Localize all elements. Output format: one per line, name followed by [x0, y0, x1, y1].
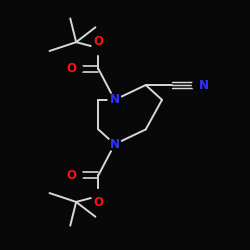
Text: N: N [199, 78, 209, 92]
Circle shape [92, 42, 105, 54]
Text: O: O [93, 196, 103, 209]
Circle shape [70, 62, 83, 75]
Circle shape [192, 78, 205, 92]
Circle shape [108, 93, 121, 106]
Text: N: N [110, 138, 120, 151]
Text: N: N [110, 93, 120, 106]
Circle shape [92, 190, 105, 202]
Text: O: O [93, 35, 103, 48]
Circle shape [70, 169, 83, 182]
Circle shape [108, 138, 121, 151]
Text: O: O [66, 62, 76, 75]
Text: O: O [66, 169, 76, 182]
